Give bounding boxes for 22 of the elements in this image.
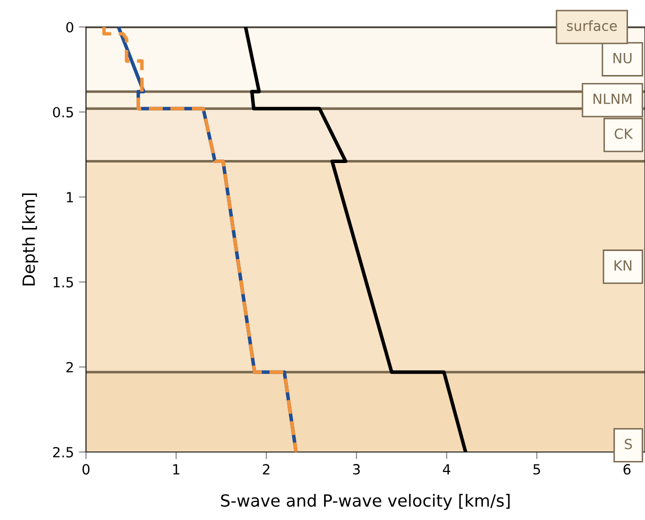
y-tick-label: 2 xyxy=(66,362,73,372)
ref-line-label: surface xyxy=(566,20,617,32)
x-tick-label: 4 xyxy=(442,464,450,474)
y-tick-label: 0 xyxy=(66,22,74,32)
band-label: NU xyxy=(614,53,632,64)
band-label: NLNM xyxy=(594,94,632,104)
x-tick-label: 2 xyxy=(262,464,270,474)
x-tick-label: 3 xyxy=(353,464,360,475)
x-tick-label: 0 xyxy=(82,464,90,475)
x-tick-label: 6 xyxy=(624,464,631,475)
band-label: S xyxy=(624,438,632,450)
band-label: KN xyxy=(614,260,632,271)
band-label: CK xyxy=(614,128,633,139)
y-tick-label: 1.5 xyxy=(54,277,73,288)
x-tick-label: 5 xyxy=(533,464,540,475)
y-axis-title: Depth [km] xyxy=(22,193,38,286)
line-series xyxy=(244,27,468,452)
y-tick-label: 0.5 xyxy=(53,106,73,118)
x-axis-title: S-wave and P-wave velocity [km/s] xyxy=(221,494,510,510)
y-tick-label: 1 xyxy=(66,192,73,202)
x-tick-label: 1 xyxy=(173,464,180,474)
y-tick-label: 2.5 xyxy=(53,446,73,458)
